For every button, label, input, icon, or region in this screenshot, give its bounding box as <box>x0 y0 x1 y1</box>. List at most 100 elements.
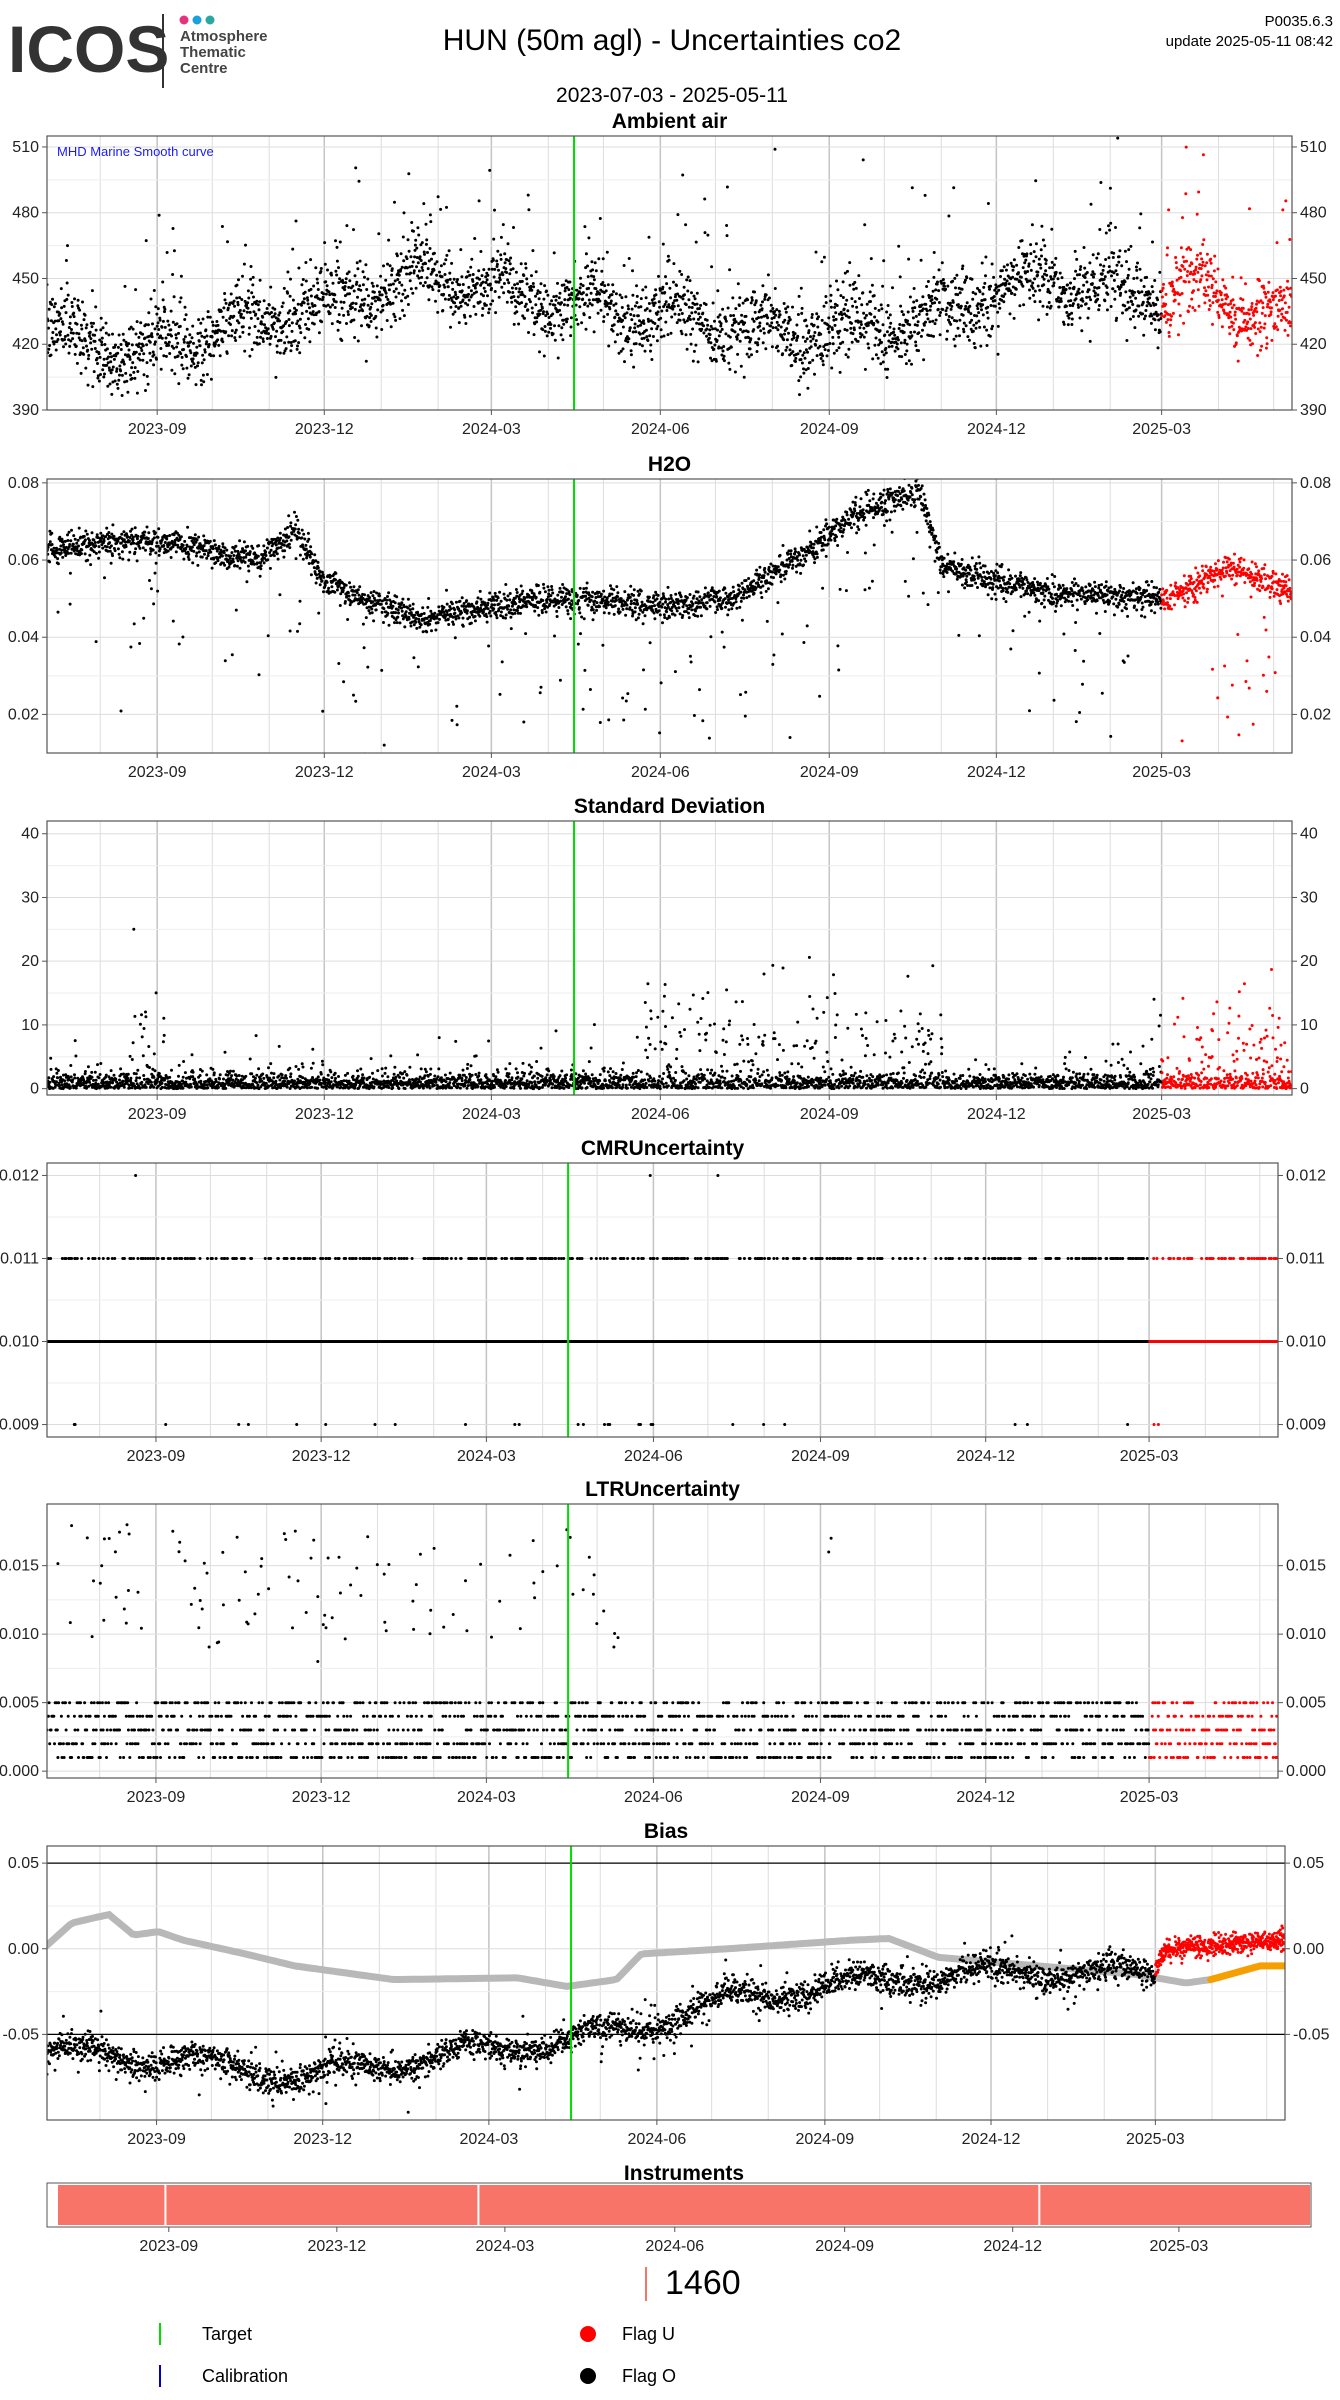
y-tick-label: 0.000 <box>0 1763 39 1780</box>
x-tick-label: 2024-06 <box>631 421 690 438</box>
grid <box>47 479 1292 753</box>
plot-frame <box>46 1503 1279 1779</box>
x-tick-label: 2023-12 <box>295 421 354 438</box>
y-tick-label: 0.010 <box>0 1334 39 1351</box>
legend-swatch-dot <box>580 2326 596 2342</box>
x-tick-label: 2024-09 <box>791 1448 850 1465</box>
y-tick-label: 450 <box>12 270 39 287</box>
y-tick-label: 420 <box>1300 336 1327 353</box>
x-tick-label: 2024-03 <box>460 2131 519 2148</box>
x-tick-label: 2024-12 <box>967 764 1026 781</box>
y-tick-label: 30 <box>1300 889 1318 906</box>
x-tick-label: 2024-09 <box>800 1106 859 1123</box>
y-tick-label: 0.06 <box>8 552 39 569</box>
instrument-bar <box>58 2185 1310 2225</box>
y-tick-label: 480 <box>12 205 39 222</box>
x-tick-label: 2024-03 <box>462 1106 521 1123</box>
panel-title: H2O <box>648 453 691 476</box>
y-tick-label: 0.08 <box>8 475 39 492</box>
icos-logo-text: ICOS <box>8 12 169 86</box>
x-tick-label: 2023-09 <box>128 421 187 438</box>
y-tick-label: 0.009 <box>0 1417 39 1434</box>
flag-u-points <box>1153 1924 1285 1977</box>
y-tick-label: 0.010 <box>0 1626 39 1643</box>
instruments-title: Instruments <box>624 2162 744 2185</box>
x-tick-label: 2024-09 <box>795 2131 854 2148</box>
logo-sub-line-3: Centre <box>180 60 228 77</box>
y-tick-label: 0.011 <box>0 1250 39 1267</box>
grid <box>47 136 1292 411</box>
y-tick-label: 0.04 <box>8 629 39 646</box>
y-tick-label: 420 <box>12 336 39 353</box>
x-tick-label: 2023-09 <box>128 1106 187 1123</box>
legend-label: Target <box>202 2324 252 2344</box>
y-tick-label: 510 <box>1300 139 1327 156</box>
plot-background <box>47 1504 1278 1778</box>
x-tick-label: 2023-12 <box>295 764 354 781</box>
plot-frame <box>46 1162 1279 1438</box>
x-tick-label: 2023-12 <box>307 2238 366 2255</box>
y-tick-label: 0.000 <box>1286 1763 1326 1780</box>
panel-2: H2O 0.02 0.02 0.04 0.04 0.06 0.06 0.08 0.08 2023-… <box>8 453 1331 781</box>
flag-u-points <box>1160 968 1292 1091</box>
x-tick-label: 2023-12 <box>295 1106 354 1123</box>
plot-area <box>47 927 1292 1091</box>
x-tick-label: 2024-09 <box>800 764 859 781</box>
panel-6: Bias -0.05 -0.05 0.00 0.00 0.05 0.05 2023-09 202… <box>3 1820 1330 2148</box>
grid <box>47 1163 1278 1437</box>
y-tick-label: 0.06 <box>1300 552 1331 569</box>
legend-item-flag-o: Flag O <box>580 2366 676 2386</box>
legend-item-flag-u: Flag U <box>580 2324 675 2344</box>
x-tick-label: 2025-03 <box>1132 764 1191 781</box>
smooth-curve-annotation: MHD Marine Smooth curve <box>57 144 214 159</box>
header: ICOS Atmosphere Thematic Centre HUN (50m… <box>8 12 1333 107</box>
panel-1: Ambient air MHD Marine Smooth curve 390 390… <box>12 110 1327 438</box>
plot-area <box>47 1862 1285 2114</box>
instrument-x-ticks: 2023-09 2023-12 2024-03 2024-06 2024-09 2024-… <box>139 2227 1208 2255</box>
plot-frame <box>46 478 1293 754</box>
legend-item-calibration: Calibration <box>159 2365 288 2387</box>
legend-item-target: Target <box>159 2323 252 2345</box>
logo-sub-line-1: Atmosphere <box>180 28 268 45</box>
version-label: P0035.6.3 <box>1265 13 1333 30</box>
y-tick-label: 0.012 <box>0 1167 39 1184</box>
x-tick-label: 2024-06 <box>624 1789 683 1806</box>
x-tick-label: 2024-03 <box>457 1789 516 1806</box>
instrument-separators <box>164 2185 1041 2225</box>
y-tick-label: -0.05 <box>1293 2026 1330 2043</box>
flag-u-points <box>1160 145 1292 363</box>
smooth-curve-line <box>47 1910 1215 1990</box>
plot-background <box>47 821 1292 1095</box>
y-tick-label: 0.005 <box>1286 1695 1326 1712</box>
instrument-count: 1460 <box>645 2264 741 2302</box>
y-tick-label: 0 <box>1300 1081 1309 1098</box>
y-tick-label: 0.012 <box>1286 1167 1326 1184</box>
plot-frame <box>46 820 1293 1096</box>
instrument-separator <box>164 2185 167 2225</box>
y-tick-label: 10 <box>21 1017 39 1034</box>
x-tick-label: 2024-06 <box>631 1106 690 1123</box>
y-tick-label: -0.05 <box>3 2026 40 2043</box>
logo-sub-line-2: Thematic <box>180 44 246 61</box>
page-title: HUN (50m agl) - Uncertainties co2 <box>443 24 901 57</box>
legend-label: Flag U <box>622 2324 675 2344</box>
panel-5: LTRUncertainty 0.000 0.000 0.005 0.005 0.010 0… <box>0 1478 1326 1806</box>
y-tick-label: 20 <box>21 953 39 970</box>
y-tick-label: 0.02 <box>1300 706 1331 723</box>
flag-u-points <box>1147 1701 1278 1759</box>
grid <box>47 1504 1278 1778</box>
x-tick-label: 2024-12 <box>967 421 1026 438</box>
x-tick-label: 2024-12 <box>962 2131 1021 2148</box>
x-tick-label: 2025-03 <box>1132 421 1191 438</box>
panel-title: LTRUncertainty <box>585 1478 740 1501</box>
x-tick-label: 2023-09 <box>127 2131 186 2148</box>
legend-label: Flag O <box>622 2366 676 2386</box>
x-tick-label: 2024-06 <box>624 1448 683 1465</box>
x-tick-label: 2023-12 <box>292 1789 351 1806</box>
y-tick-label: 40 <box>21 826 39 843</box>
legend: Target Flag U Calibration Flag O <box>159 2323 676 2387</box>
y-tick-label: 0.010 <box>1286 1334 1326 1351</box>
x-tick-label: 2024-06 <box>628 2131 687 2148</box>
plot-frame <box>46 1845 1286 2121</box>
